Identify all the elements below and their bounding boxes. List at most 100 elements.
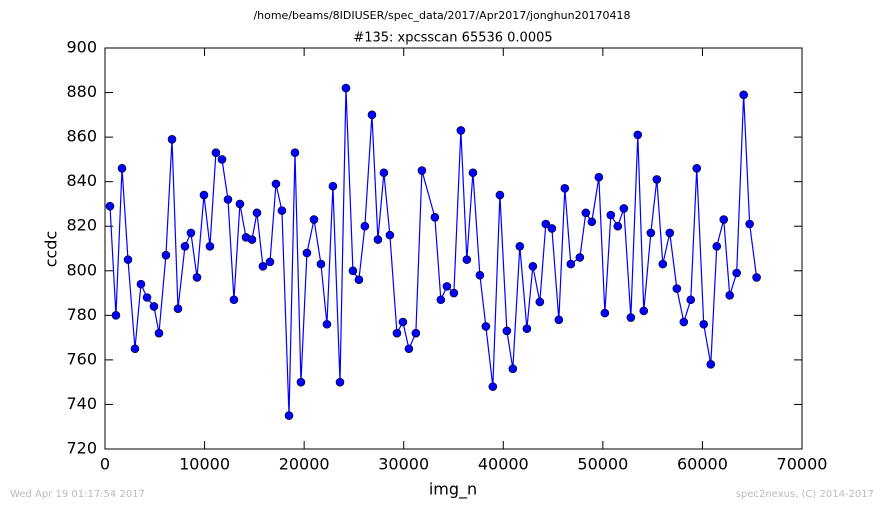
data-point — [745, 219, 754, 229]
data-point — [105, 201, 115, 211]
data-point — [633, 130, 643, 140]
data-point — [265, 257, 275, 267]
data-point — [348, 266, 358, 276]
x-tick-label: 0 — [100, 455, 110, 474]
data-point — [161, 250, 171, 260]
y-axis-label: ccdc — [42, 231, 61, 268]
data-point — [117, 164, 127, 173]
data-point — [205, 241, 215, 251]
data-point — [712, 241, 722, 251]
data-point — [646, 228, 656, 238]
y-tick-label: 840 — [66, 171, 97, 190]
y-tick-label: 780 — [66, 305, 97, 324]
data-point — [658, 259, 668, 269]
data-point — [600, 308, 610, 318]
data-point — [392, 328, 402, 338]
x-axis-label: img_n — [429, 480, 477, 500]
data-point — [566, 259, 576, 269]
data-point — [142, 293, 152, 302]
data-point — [665, 228, 675, 238]
data-point — [290, 148, 300, 158]
data-point — [271, 179, 281, 189]
data-point — [417, 166, 427, 175]
data-point — [367, 110, 377, 120]
data-point — [360, 221, 370, 231]
x-tick-label: 70000 — [777, 455, 828, 474]
data-point — [692, 164, 702, 173]
data-point — [223, 195, 233, 204]
data-point — [468, 168, 478, 178]
data-point — [613, 221, 623, 231]
data-point — [130, 344, 140, 354]
data-point — [626, 313, 636, 322]
data-point — [247, 235, 257, 244]
data-point — [335, 377, 345, 387]
data-point — [515, 241, 525, 251]
data-point — [296, 377, 306, 387]
data-point — [752, 273, 761, 282]
y-tick-label: 800 — [66, 260, 97, 279]
data-point — [284, 411, 294, 420]
y-tick-label: 880 — [66, 82, 97, 101]
data-point — [639, 306, 649, 316]
data-point — [341, 83, 351, 93]
y-tick-label: 740 — [66, 394, 97, 413]
y-tick-label: 820 — [66, 216, 97, 235]
data-point — [554, 315, 564, 325]
data-point — [149, 302, 159, 311]
data-point — [606, 210, 616, 220]
data-point — [686, 295, 696, 305]
data-point — [706, 360, 716, 369]
chart-title: #135: xpcsscan 65536 0.0005 — [353, 31, 552, 46]
data-point — [449, 288, 459, 298]
data-point — [430, 213, 440, 222]
data-point — [522, 324, 532, 334]
data-point — [211, 148, 221, 158]
data-point — [277, 206, 287, 215]
data-point — [235, 199, 245, 209]
data-point — [322, 319, 332, 329]
footer-right: spec2nexus, (C) 2014-2017 — [736, 489, 874, 500]
x-tick-label: 10000 — [179, 455, 230, 474]
data-point — [619, 204, 629, 213]
data-point — [581, 208, 591, 218]
data-point — [404, 344, 414, 354]
x-tick-label: 60000 — [677, 455, 728, 474]
data-point — [167, 135, 177, 144]
data-point — [217, 155, 227, 164]
data-point — [192, 273, 202, 282]
data-point — [679, 317, 689, 327]
y-tick-label: 900 — [66, 38, 97, 57]
plot-frame — [104, 47, 803, 450]
data-point — [252, 208, 262, 218]
data-point — [302, 248, 312, 258]
data-point — [502, 326, 512, 336]
data-point — [354, 275, 364, 284]
y-tick-label: 760 — [66, 349, 97, 368]
data-point — [316, 259, 326, 269]
data-point — [587, 217, 597, 227]
data-point — [379, 168, 389, 178]
data-point — [385, 230, 395, 240]
data-point — [436, 295, 446, 305]
data-point — [154, 328, 164, 338]
data-point — [462, 255, 472, 264]
data-point — [719, 215, 729, 224]
y-tick-label: 720 — [66, 439, 97, 458]
data-point — [111, 311, 121, 320]
data-point — [495, 190, 505, 200]
data-point — [229, 295, 239, 305]
data-point — [481, 322, 491, 331]
data-point — [173, 304, 183, 313]
x-tick-label: 50000 — [577, 455, 628, 474]
data-point — [488, 382, 498, 391]
x-tick-label: 20000 — [279, 455, 330, 474]
footer-left: Wed Apr 19 01:17:54 2017 — [10, 489, 145, 500]
data-point — [199, 190, 209, 200]
data-point — [528, 262, 538, 271]
x-tick-label: 40000 — [478, 455, 529, 474]
data-point — [442, 282, 452, 291]
y-tick-label: 860 — [66, 127, 97, 146]
